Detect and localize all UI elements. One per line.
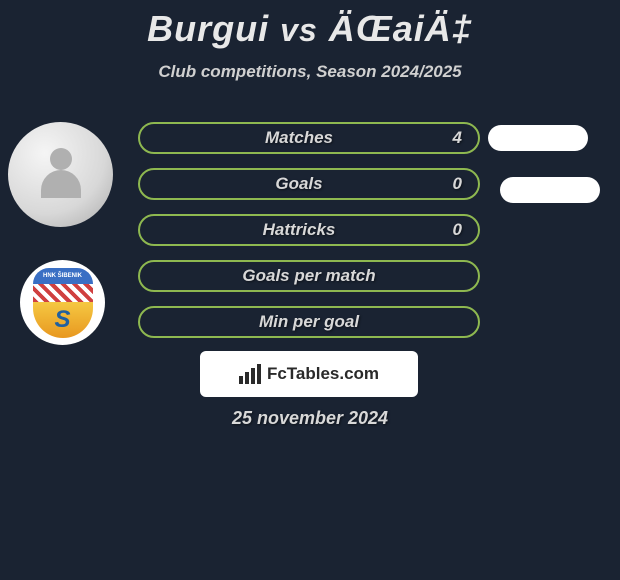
chart-bar (257, 364, 261, 384)
badge-bottom: S (33, 302, 93, 338)
stat-label: Goals per match (156, 266, 462, 286)
club-badge: HNK ŠIBENIK S (20, 260, 105, 345)
fctables-badge[interactable]: FcTables.com (200, 351, 418, 397)
stat-row-goals: Goals0 (138, 168, 480, 200)
chart-bar (239, 376, 243, 384)
player2-name: ÄŒaiÄ‡ (329, 8, 473, 49)
badge-letter: S (54, 306, 70, 334)
shield-icon: HNK ŠIBENIK S (33, 268, 93, 338)
silhouette-icon (36, 148, 86, 198)
chart-bar (245, 372, 249, 384)
stat-value: 0 (442, 220, 462, 240)
stat-label: Matches (156, 128, 442, 148)
stat-label: Min per goal (156, 312, 462, 332)
stat-row-hattricks: Hattricks0 (138, 214, 480, 246)
fctables-text: FcTables.com (267, 364, 379, 384)
badge-top-text: HNK ŠIBENIK (33, 268, 93, 284)
player1-avatar (8, 122, 113, 227)
vs-text: vs (280, 12, 318, 48)
stat-label: Hattricks (156, 220, 442, 240)
stat-row-goals-per-match: Goals per match (138, 260, 480, 292)
stat-row-min-per-goal: Min per goal (138, 306, 480, 338)
player1-name: Burgui (147, 8, 269, 49)
stat-value: 0 (442, 174, 462, 194)
pill-indicator (488, 125, 588, 151)
badge-pattern (33, 284, 93, 302)
stat-row-matches: Matches4 (138, 122, 480, 154)
stat-value: 4 (442, 128, 462, 148)
chart-bar (251, 368, 255, 384)
bar-chart-icon (239, 364, 261, 384)
stat-label: Goals (156, 174, 442, 194)
pill-indicator (500, 177, 600, 203)
subtitle: Club competitions, Season 2024/2025 (0, 62, 620, 82)
date-text: 25 november 2024 (0, 408, 620, 429)
no-photo-placeholder (36, 148, 86, 202)
page-title: Burgui vs ÄŒaiÄ‡ (0, 0, 620, 50)
